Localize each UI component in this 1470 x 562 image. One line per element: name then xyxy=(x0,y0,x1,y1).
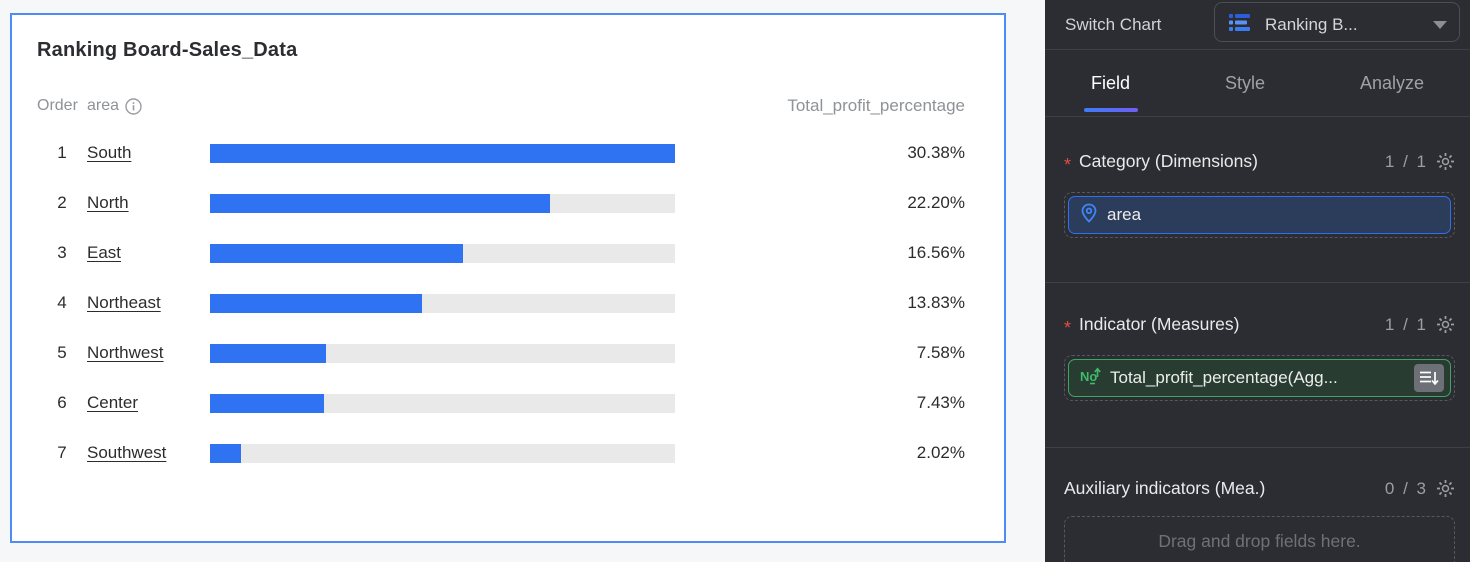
chart-type-dropdown[interactable]: Ranking B... xyxy=(1214,1,1460,42)
area-link[interactable]: South xyxy=(87,143,132,162)
panel-tabs: Field Style Analyze xyxy=(1045,50,1470,117)
table-row: 2 North 22.20% xyxy=(57,193,965,213)
area-link[interactable]: North xyxy=(87,193,129,212)
row-value: 7.43% xyxy=(916,393,965,412)
row-value: 22.20% xyxy=(907,193,965,212)
area-link[interactable]: Northwest xyxy=(87,343,164,362)
area-link[interactable]: Southwest xyxy=(87,443,167,462)
category-section: * Category (Dimensions) 1 / 1 xyxy=(1045,117,1470,283)
auxiliary-section-header: Auxiliary indicators (Mea.) 0 / 3 xyxy=(1064,478,1455,499)
dimension-field-pill[interactable]: area xyxy=(1068,196,1451,234)
svg-text:No: No xyxy=(1080,369,1097,384)
chevron-down-icon xyxy=(1433,20,1447,29)
gear-icon[interactable] xyxy=(1436,315,1455,334)
row-value: 16.56% xyxy=(907,243,965,262)
bar-track xyxy=(210,293,675,313)
dimension-field-name: area xyxy=(1107,205,1142,224)
indicator-drop-zone[interactable]: No Total_profit_percentage(Agg... xyxy=(1064,355,1455,401)
bar-fill xyxy=(210,193,550,213)
indicator-section: * Indicator (Measures) 1 / 1 xyxy=(1045,283,1470,448)
auxiliary-section: Auxiliary indicators (Mea.) 0 / 3 xyxy=(1045,448,1470,562)
category-drop-zone[interactable]: area xyxy=(1064,192,1455,238)
ranking-board-chart-card[interactable]: Ranking Board-Sales_Data Order area Tota… xyxy=(10,13,1006,543)
bar-fill xyxy=(210,393,324,413)
table-row: 6 Center 7.43% xyxy=(57,393,965,413)
area-link[interactable]: East xyxy=(87,243,122,262)
measure-number-icon: No xyxy=(1080,366,1101,391)
bar-track xyxy=(210,193,675,213)
bar-fill xyxy=(210,343,327,363)
chart-type-value: Ranking B... xyxy=(1265,14,1358,34)
indicator-section-header: * Indicator (Measures) 1 / 1 xyxy=(1064,314,1455,338)
bar-track xyxy=(210,243,675,263)
area-column-header: area xyxy=(87,97,210,115)
dashboard-canvas: Ranking Board-Sales_Data Order area Tota… xyxy=(10,13,1006,543)
auxiliary-label: Auxiliary indicators (Mea.) xyxy=(1064,478,1266,498)
row-value: 7.58% xyxy=(916,343,965,362)
measure-field-name: Total_profit_percentage(Agg... xyxy=(1110,368,1338,387)
area-link[interactable]: Center xyxy=(87,393,139,412)
required-asterisk: * xyxy=(1064,154,1072,175)
category-count: 1 / 1 xyxy=(1384,151,1428,171)
chart-settings-panel: Switch Chart Ranking B... Field S xyxy=(1045,0,1470,562)
area-link[interactable]: Northeast xyxy=(87,293,161,312)
chart-title: Ranking Board-Sales_Data xyxy=(37,39,298,61)
switch-chart-label: Switch Chart xyxy=(1065,14,1162,34)
category-label: Category (Dimensions) xyxy=(1079,151,1258,171)
row-value: 30.38% xyxy=(907,143,965,162)
bar-fill xyxy=(210,143,675,163)
table-row: 7 Southwest 2.02% xyxy=(57,443,965,463)
drop-zone-placeholder: Drag and drop fields here. xyxy=(1158,531,1361,551)
bar-track xyxy=(210,443,675,463)
indicator-label: Indicator (Measures) xyxy=(1079,314,1240,334)
category-section-header: * Category (Dimensions) 1 / 1 xyxy=(1064,151,1455,175)
active-tab-underline xyxy=(1083,108,1138,112)
bar-fill xyxy=(210,243,464,263)
table-row: 5 Northwest 7.58% xyxy=(57,343,965,363)
indicator-count: 1 / 1 xyxy=(1384,314,1428,334)
info-icon[interactable] xyxy=(125,97,142,115)
tab-analyze[interactable]: Analyze xyxy=(1359,72,1424,93)
tab-field[interactable]: Field xyxy=(1083,50,1138,116)
gear-icon[interactable] xyxy=(1436,479,1455,498)
required-asterisk: * xyxy=(1064,317,1072,338)
bar-track xyxy=(210,343,675,363)
location-pin-icon xyxy=(1080,203,1098,228)
tab-style[interactable]: Style xyxy=(1224,72,1265,93)
value-column-header: Total_profit_percentage xyxy=(787,96,965,115)
table-row: 3 East 16.56% xyxy=(57,243,965,263)
sort-descending-icon[interactable] xyxy=(1414,364,1444,392)
ranking-list-icon xyxy=(1229,13,1251,37)
gear-icon[interactable] xyxy=(1436,152,1455,171)
bar-fill xyxy=(210,293,422,313)
row-value: 2.02% xyxy=(916,443,965,462)
switch-chart-row: Switch Chart Ranking B... xyxy=(1045,0,1470,50)
table-row: 4 Northeast 13.83% xyxy=(57,293,965,313)
measure-field-pill[interactable]: No Total_profit_percentage(Agg... xyxy=(1068,359,1451,397)
table-row: 1 South 30.38% xyxy=(57,143,965,163)
bar-track xyxy=(210,143,675,163)
auxiliary-drop-zone[interactable]: Drag and drop fields here. xyxy=(1064,516,1455,562)
order-column-header: Order xyxy=(37,97,78,114)
chart-column-headers: Order area Total_profit_percentage xyxy=(37,94,965,118)
bar-fill xyxy=(210,443,241,463)
bar-track xyxy=(210,393,675,413)
auxiliary-count: 0 / 3 xyxy=(1384,478,1428,498)
row-value: 13.83% xyxy=(907,293,965,312)
